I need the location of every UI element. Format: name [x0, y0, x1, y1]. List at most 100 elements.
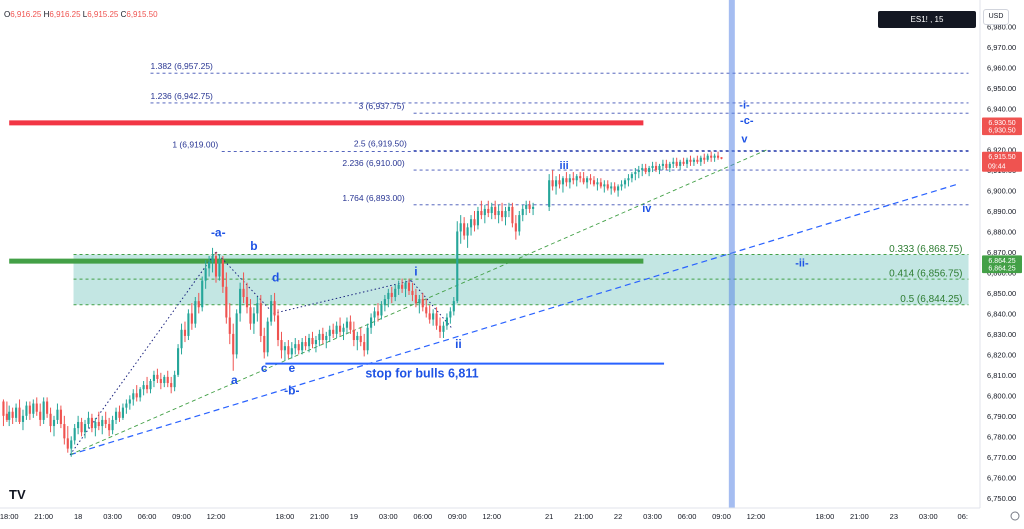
candle-body: [387, 292, 390, 300]
wave-path-dotted: [69, 251, 217, 456]
candle-body: [703, 157, 706, 160]
fib-level-label: 3 (6,937.75): [358, 101, 404, 111]
candle-body: [142, 385, 145, 390]
candle-body: [52, 419, 56, 427]
candle-body: [249, 307, 252, 324]
candle-body: [256, 303, 259, 314]
x-tick-label: 06:00: [138, 512, 157, 521]
x-tick-label: 09:00: [712, 512, 731, 521]
candle-body: [190, 313, 193, 324]
candle-body: [211, 256, 214, 263]
high-value: 6,916.25: [49, 10, 81, 19]
close-value: 6,915.50: [126, 10, 158, 19]
candle-body: [592, 180, 596, 185]
symbol-label[interactable]: ES1! , 15: [878, 11, 976, 28]
candle-body: [18, 407, 21, 422]
candle-body: [654, 165, 658, 171]
wave-label: e: [288, 361, 295, 375]
candle-body: [376, 311, 380, 316]
x-tick-label: 12:00: [482, 512, 501, 521]
candle-body: [245, 297, 249, 308]
wave-label: iv: [642, 203, 652, 215]
x-tick-label: 21:00: [850, 512, 869, 521]
y-tick-label: 6,970.00: [987, 43, 1016, 52]
price-badge: [982, 117, 1022, 128]
candle-body: [606, 184, 609, 189]
candle-body: [428, 313, 431, 320]
x-tick-label: 21:00: [310, 512, 329, 521]
candle-body: [49, 413, 52, 427]
tradingview-logo[interactable]: TV: [9, 487, 26, 502]
candle-body: [366, 327, 369, 351]
candle-body: [452, 301, 455, 312]
x-tick-label: 03:00: [919, 512, 938, 521]
y-tick-label: 6,940.00: [987, 105, 1016, 114]
candle-body: [648, 167, 651, 173]
candle-body: [487, 208, 490, 214]
fib-level-label: 2.236 (6,910.00): [342, 158, 405, 168]
x-tick-label: 03:00: [103, 512, 122, 521]
y-tick-label: 6,810.00: [987, 371, 1016, 380]
candle-body: [321, 333, 324, 341]
candle-body: [713, 155, 716, 158]
candle-body: [66, 438, 69, 449]
wave-label: -c-: [740, 115, 754, 127]
candle-body: [183, 329, 187, 336]
candle-body: [617, 186, 620, 191]
candle-body: [239, 288, 242, 314]
candle-body: [710, 155, 713, 158]
candle-body: [380, 305, 383, 316]
candle-body: [394, 288, 397, 298]
candle-body: [483, 208, 486, 216]
price-badge-label: 6,915.50: [988, 154, 1015, 161]
price-badge-label: 6,864.25: [988, 266, 1015, 273]
candle-body: [425, 307, 428, 314]
candle-body: [170, 383, 173, 388]
candle-body: [290, 348, 293, 355]
candle-body: [352, 329, 355, 341]
candle-body: [111, 419, 114, 431]
y-tick-label: 6,750.00: [987, 494, 1016, 503]
candle-body: [668, 163, 671, 168]
x-tick-label: 12:00: [207, 512, 226, 521]
candle-body: [623, 180, 627, 185]
candle-body: [651, 165, 654, 168]
candle-body: [332, 329, 335, 334]
y-tick-label: 6,900.00: [987, 187, 1016, 196]
candle-body: [525, 204, 528, 209]
candle-body: [579, 176, 582, 179]
x-tick-label: 19: [350, 512, 358, 521]
wave-label: ii: [455, 337, 462, 351]
candle-body: [32, 403, 35, 414]
candle-body: [411, 290, 414, 295]
currency-selector[interactable]: USD: [983, 9, 1009, 25]
y-tick-label: 6,800.00: [987, 391, 1016, 400]
candle-body: [166, 376, 169, 384]
candle-body: [672, 161, 675, 164]
candle-body: [349, 321, 352, 330]
settings-icon: [1010, 511, 1020, 521]
x-tick-label: 23: [890, 512, 898, 521]
x-tick-label: 06:00: [678, 512, 697, 521]
wave-label: -i-: [739, 100, 750, 112]
candle-body: [21, 415, 25, 422]
candle-body: [627, 178, 630, 181]
candle-body: [273, 301, 276, 316]
candle-body: [679, 161, 682, 166]
candle-body: [414, 294, 417, 304]
candle-body: [442, 325, 445, 332]
candle-body: [558, 180, 561, 185]
candle-body: [445, 317, 448, 326]
candle-body: [637, 170, 640, 173]
wave-label: c: [261, 361, 268, 375]
candle-body: [77, 421, 80, 429]
candle-body: [301, 342, 304, 351]
candle-body: [194, 301, 197, 324]
y-tick-label: 6,980.00: [987, 23, 1016, 32]
candle-body: [177, 348, 180, 375]
candle-body: [59, 409, 62, 425]
y-tick-label: 6,870.00: [987, 248, 1016, 257]
candle-body: [476, 210, 480, 226]
